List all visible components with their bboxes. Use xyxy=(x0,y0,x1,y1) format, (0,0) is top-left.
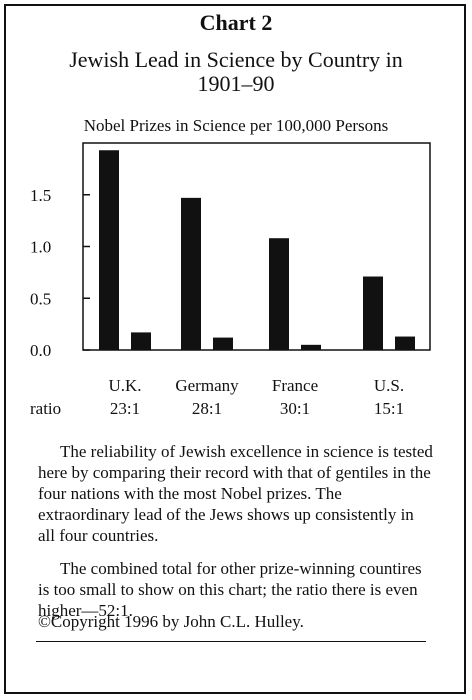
y-tick-label: 0.0 xyxy=(30,341,51,360)
description-text-1: The reliability of Jewish excellence in … xyxy=(38,442,433,545)
y-tick-label: 1.5 xyxy=(30,186,51,205)
ratio-value: 28:1 xyxy=(192,399,222,418)
chart-subtitle: Nobel Prizes in Science per 100,000 Pers… xyxy=(83,116,389,135)
description-paragraph-2: The combined total for other prize-winni… xyxy=(38,558,433,621)
ratio-value: 30:1 xyxy=(280,399,310,418)
bar-series-2 xyxy=(213,337,233,350)
ratio-label: ratio xyxy=(30,399,61,418)
y-tick-label: 1.0 xyxy=(30,238,51,257)
x-category-label: U.S. xyxy=(374,376,404,395)
description-text-2: The combined total for other prize-winni… xyxy=(38,559,422,620)
chart-number: Chart 2 xyxy=(199,10,273,35)
bottom-divider xyxy=(36,641,426,642)
chart-frame xyxy=(4,4,466,694)
bar-series-1 xyxy=(181,197,201,350)
bar-series-2 xyxy=(395,336,415,350)
description-paragraph-1: The reliability of Jewish excellence in … xyxy=(38,441,433,546)
x-category-label: France xyxy=(272,376,318,395)
bar-series-1 xyxy=(269,238,289,350)
ratio-value: 23:1 xyxy=(110,399,140,418)
bar-series-2 xyxy=(131,332,151,350)
copyright-notice: ©Copyright 1996 by John C.L. Hulley. xyxy=(38,612,304,631)
bar-series-1 xyxy=(363,276,383,350)
bar-chart: 0.0 0.5 1.0 1.5 U.K. 23:1 Germany 28:1 France 30:… xyxy=(30,142,431,418)
bar-series-2 xyxy=(301,344,321,350)
chart-title-line-1: Jewish Lead in Science by Country in xyxy=(69,47,403,72)
chart-title-line-2: 1901–90 xyxy=(197,71,275,96)
bar-series-1 xyxy=(99,150,119,350)
ratio-value: 15:1 xyxy=(374,399,404,418)
x-category-label: U.K. xyxy=(108,376,141,395)
x-category-label: Germany xyxy=(175,376,239,395)
chart-title: Jewish Lead in Science by Country in 190… xyxy=(0,48,472,96)
y-tick-label: 0.5 xyxy=(30,289,51,308)
